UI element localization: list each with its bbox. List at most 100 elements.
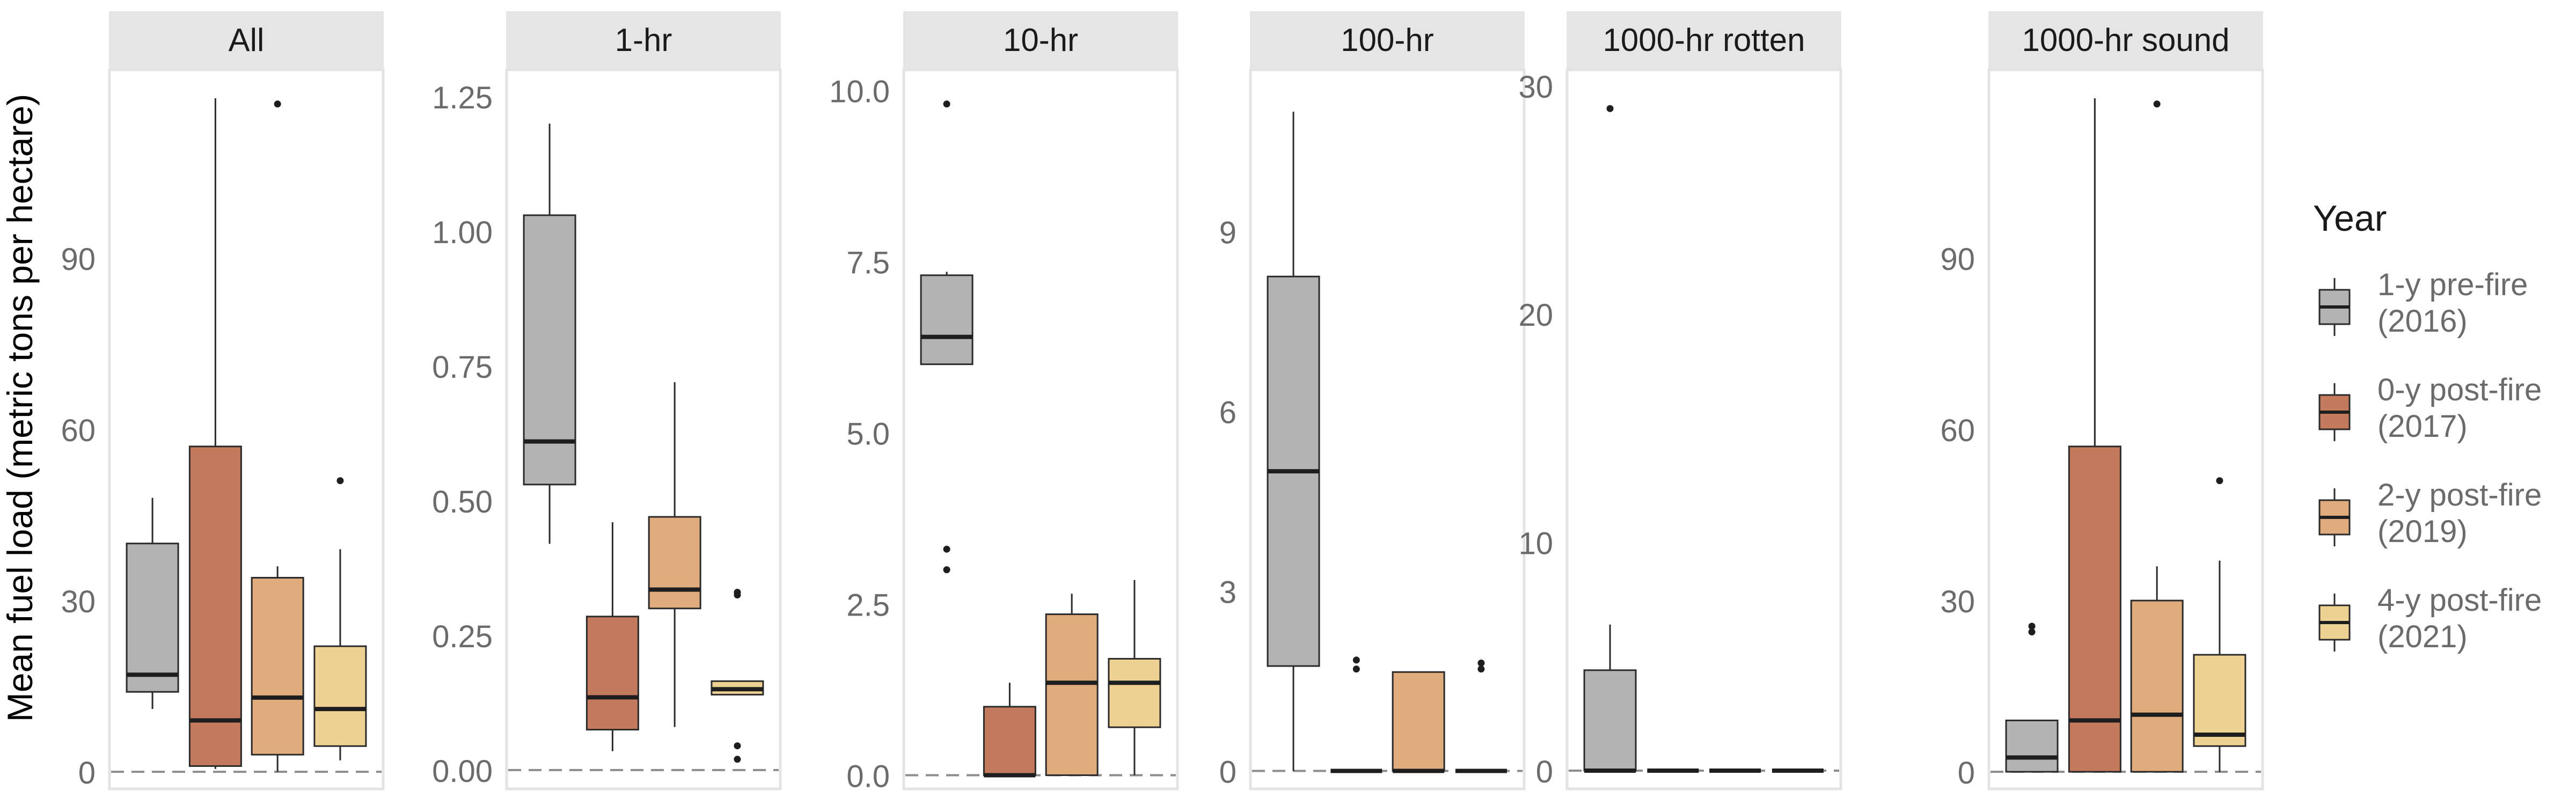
facet-title: 1-hr [615,22,672,58]
y-tick-label: 0 [1219,755,1236,790]
facet-panel: 10-hr 0.0 2.5 5.0 7.5 10.0 [829,11,1179,794]
box-iqr [313,645,367,747]
box-iqr [920,274,974,365]
box-iqr [1045,613,1099,776]
y-tick-label: 6 [1219,396,1236,430]
legend-label: 0-y post-fire [2377,372,2542,407]
y-tick-label: 30 [1940,584,1975,619]
outlier-point [2216,477,2223,485]
y-tick-label: 2.5 [846,588,890,623]
y-tick-label: 9 [1219,216,1236,251]
outlier-point [943,566,950,574]
box-series-1 [586,522,639,751]
facet-strip [506,11,781,70]
legend-label: 2-y post-fire [2377,478,2542,513]
box-iqr [523,214,576,486]
box-series-1 [2068,98,2121,773]
facet-title: 1000-hr rotten [1603,22,1805,58]
legend-label: (2016) [2377,304,2468,339]
facet-strip [1250,11,1525,70]
facet-panel: 1000-hr rotten 0 10 20 30 [1518,11,1842,791]
outlier-point [1606,105,1614,112]
facet-title: All [229,22,265,58]
box-iqr [1392,671,1445,772]
facet-strip [903,11,1178,70]
y-tick-label: 10 [1518,526,1553,561]
outlier-point [943,100,950,108]
box-series-2 [1392,671,1445,773]
facet-title: 1000-hr sound [2022,22,2230,58]
box-iqr [648,516,701,610]
facet-panel: All 0 30 60 90 [61,11,385,791]
box-series-0 [126,497,179,709]
y-tick-label: 1.25 [432,80,493,115]
legend-title: Year [2313,198,2387,239]
outlier-point [734,756,741,763]
legend-key [2318,383,2351,441]
outlier-point [336,477,344,485]
box-iqr [188,445,242,767]
y-tick-label: 90 [61,242,96,277]
box-iqr [251,577,304,756]
box-iqr [586,616,639,731]
facet-panel: 100-hr 0 3 6 9 [1219,11,1526,791]
y-tick-label: 0.50 [432,485,493,519]
y-tick-label: 0.75 [432,350,493,385]
box-series-2 [1045,594,1099,776]
box-series-3 [313,477,367,760]
box-series-0 [523,123,576,544]
legend: Year 1-y pre-fire(2016) 0-y post-fire(2017… [2313,198,2542,654]
outlier-point [734,591,741,599]
y-tick-label: 5.0 [846,416,890,451]
box-iqr [1108,658,1161,728]
box-iqr [983,706,1036,776]
outlier-point [2153,100,2161,108]
box-series-0 [2005,623,2059,773]
y-axis-title: Mean fuel load (metric tons per hectare) [0,94,40,722]
outlier-point [2028,628,2036,636]
facet-panel: 1000-hr sound 0 30 60 90 [1940,11,2264,791]
legend-key [2318,488,2351,546]
box-series-2 [2130,100,2184,773]
box-iqr [1583,669,1637,772]
legend-label: 4-y post-fire [2377,583,2542,618]
outlier-point [943,545,950,553]
y-tick-label: 0 [1958,756,1975,791]
legend-label: 1-y pre-fire [2377,267,2528,302]
box-series-3 [2193,477,2246,772]
facet-title: 100-hr [1341,22,1433,58]
y-tick-label: 30 [61,584,96,619]
y-tick-label: 0.00 [432,754,493,789]
legend-label: (2021) [2377,619,2468,654]
facet-panel: 1-hr 0.00 0.25 0.50 0.75 1.00 1.25 [432,11,782,791]
box-series-2 [251,100,304,772]
box-series-1 [188,98,242,769]
box-iqr [2193,654,2246,747]
y-tick-label: 60 [61,413,96,448]
y-tick-label: 0 [78,756,96,791]
box-series-3 [1108,580,1161,775]
box-series-1 [983,683,1036,778]
box-series-0 [1267,112,1320,771]
y-tick-label: 10.0 [829,74,890,109]
y-tick-label: 0 [1536,755,1553,789]
legend-key [2318,278,2351,336]
panel-border [1565,68,1842,791]
legend-label: (2017) [2377,409,2468,444]
outlier-point [1477,660,1485,667]
box-iqr [2130,599,2184,773]
facet-title: 10-hr [1003,22,1078,58]
legend-key [2318,594,2351,652]
box-series-1 [1330,656,1382,773]
box-iqr [2005,719,2059,773]
legend-label: (2019) [2377,514,2468,549]
facet-strip [1567,11,1841,70]
box-series-3 [1455,660,1507,773]
box-series-3 [711,589,764,763]
box-series-0 [920,100,974,574]
outlier-point [1477,665,1485,673]
y-tick-label: 60 [1940,413,1975,448]
outlier-point [2028,623,2036,630]
y-tick-label: 30 [1518,70,1553,105]
